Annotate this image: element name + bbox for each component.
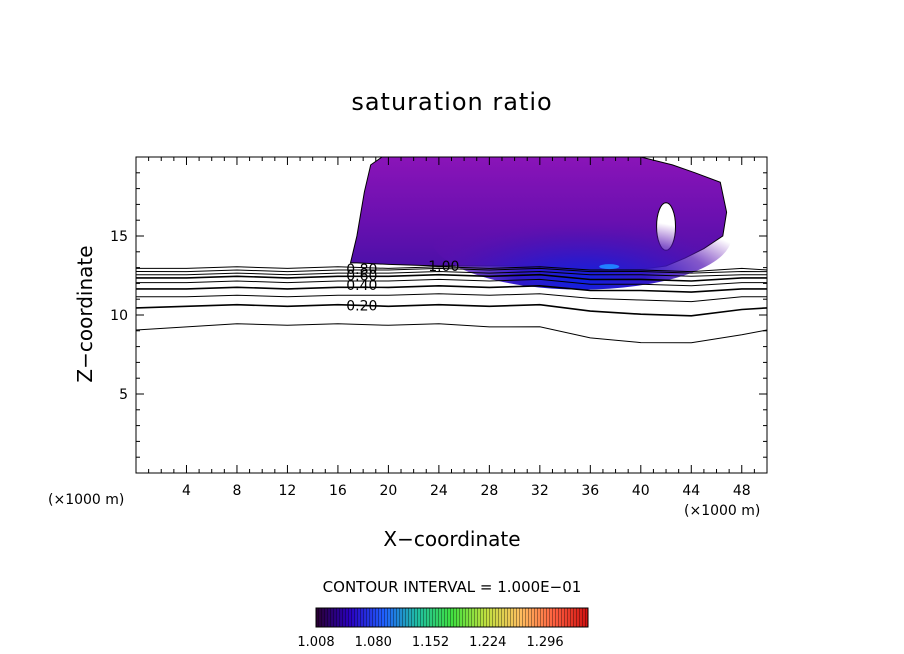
colorbar-tick-label: 1.152 [412, 635, 449, 650]
contour-label: 0.40 [346, 278, 377, 294]
supersaturated-region [349, 157, 732, 290]
x-unit-left: (×1000 m) [48, 492, 125, 508]
contour-line [136, 303, 767, 317]
contour-line [136, 270, 767, 277]
contour-labels: 0.800.600.40 0.20 1.00 [346, 259, 459, 315]
y-axis-label: Z−coordinate [73, 245, 97, 383]
x-tick-label: 28 [480, 483, 498, 499]
y-tick-label: 10 [110, 308, 128, 324]
x-tick-label: 8 [232, 483, 241, 499]
colorbar-tick-label: 1.224 [469, 635, 506, 650]
x-unit-right: (×1000 m) [684, 503, 761, 519]
colorbar-frame [315, 607, 589, 628]
contour-label: 0.60 [346, 269, 377, 285]
y-tick-label: 5 [119, 387, 128, 403]
colorbar-tick-label: 1.008 [297, 635, 334, 650]
colorbar: 1.008 1.080 1.152 1.224 1.296 [297, 607, 589, 650]
colorbar-hatching [316, 608, 588, 627]
contour-line [136, 273, 767, 282]
contour-lines [136, 266, 767, 344]
contour-line [136, 278, 767, 287]
x-tick-label: 40 [632, 483, 650, 499]
x-tick-label: 44 [682, 483, 700, 499]
colorbar-tick-label: 1.296 [526, 635, 563, 650]
x-tick-label: 36 [581, 483, 599, 499]
x-tick-label: 4 [182, 483, 191, 499]
contour-label: 0.20 [346, 299, 377, 315]
x-axis-label: X−coordinate [383, 527, 521, 551]
contour-label: 0.80 [346, 262, 377, 278]
x-tick-label: 32 [531, 483, 549, 499]
colorbar-tick-label: 1.080 [355, 635, 392, 650]
x-tick-label: 16 [329, 483, 347, 499]
contour-line [136, 267, 767, 274]
x-tick-label: 48 [733, 483, 751, 499]
contour-line [136, 323, 767, 344]
y-tick-label: 15 [110, 229, 128, 245]
x-tick-label: 20 [379, 483, 397, 499]
contour-label: 1.00 [428, 259, 459, 275]
contour-line [136, 284, 767, 293]
contour-line [136, 266, 767, 273]
core-max-shading [431, 185, 732, 290]
x-tick-label: 12 [279, 483, 297, 499]
core-max-mark [599, 264, 620, 270]
chart-title: saturation ratio [351, 88, 553, 116]
colorbar-tick-labels: 1.008 1.080 1.152 1.224 1.296 [297, 635, 563, 650]
contour-interval-text: CONTOUR INTERVAL = 1.000E−01 [322, 578, 582, 596]
x-tick-label: 24 [430, 483, 448, 499]
contour-line [136, 293, 767, 303]
